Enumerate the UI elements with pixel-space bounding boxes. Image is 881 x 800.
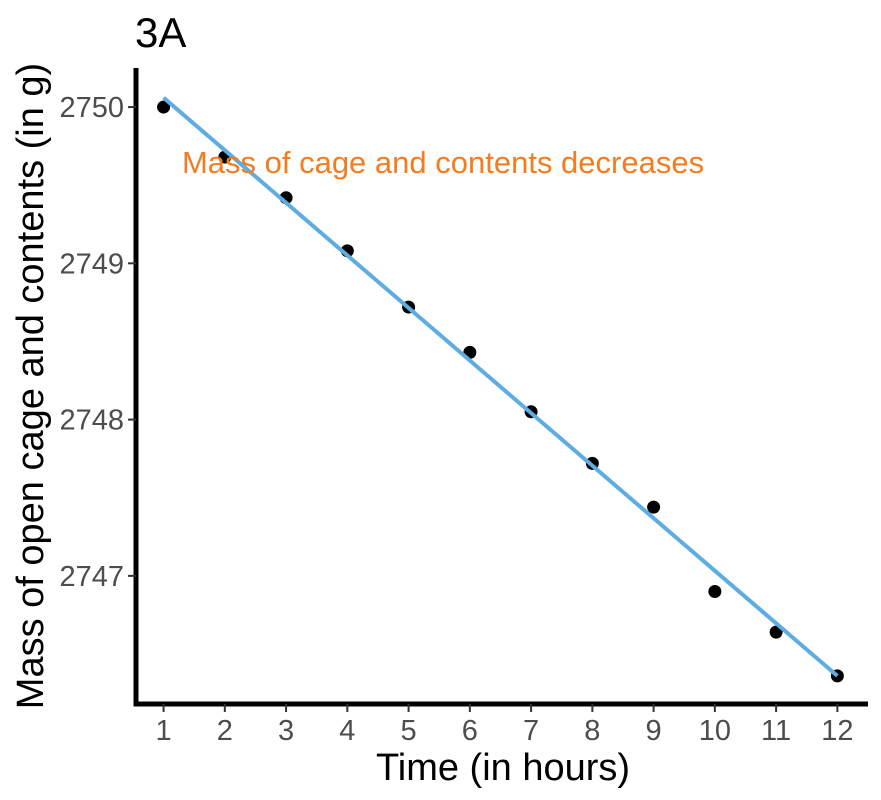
- chart-title: 3A: [135, 9, 186, 56]
- x-tick-label-6: 6: [462, 715, 478, 747]
- x-tick-label-10: 10: [699, 715, 731, 747]
- y-axis-label: Mass of open cage and contents (in g): [10, 63, 52, 709]
- x-tick-label-2: 2: [217, 715, 233, 747]
- x-tick-label-12: 12: [821, 715, 853, 747]
- x-tick-label-8: 8: [584, 715, 600, 747]
- x-tick-label-11: 11: [761, 715, 791, 747]
- chart-annotation: Mass of cage and contents decreases: [182, 145, 704, 180]
- x-tick-label-7: 7: [523, 715, 539, 747]
- x-tick-label-5: 5: [401, 715, 417, 747]
- y-tick-label-2748: 2748: [59, 405, 124, 437]
- data-point-10: [708, 584, 722, 598]
- x-axis-label: Time (in hours): [376, 747, 630, 789]
- data-point-9: [647, 500, 661, 514]
- fit-line: [162, 96, 839, 678]
- y-tick-label-2747: 2747: [59, 561, 124, 593]
- x-tick-label-9: 9: [646, 715, 662, 747]
- x-tick-label-1: 1: [155, 715, 171, 747]
- x-tick-label-4: 4: [339, 715, 355, 747]
- data-point-11: [769, 625, 783, 639]
- y-tick-label-2749: 2749: [59, 248, 124, 280]
- y-tick-label-2750: 2750: [59, 92, 124, 124]
- data-point-1: [157, 100, 171, 114]
- x-tick-label-3: 3: [278, 715, 294, 747]
